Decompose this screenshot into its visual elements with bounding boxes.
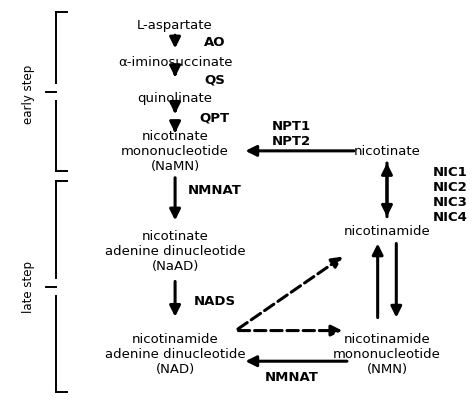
Text: quinolinate: quinolinate: [137, 92, 212, 105]
Text: QS: QS: [204, 74, 225, 87]
Text: nicotinamide
mononucleotide
(NMN): nicotinamide mononucleotide (NMN): [333, 332, 441, 375]
Text: late step: late step: [22, 260, 35, 312]
Text: nicotinamide
adenine dinucleotide
(NAD): nicotinamide adenine dinucleotide (NAD): [105, 332, 246, 375]
Text: nicotinate: nicotinate: [354, 145, 420, 158]
Text: NMNAT: NMNAT: [264, 370, 319, 383]
Text: early step: early step: [22, 65, 35, 124]
Text: AO: AO: [204, 36, 226, 49]
Text: NMNAT: NMNAT: [188, 184, 242, 197]
Text: NIC1
NIC2
NIC3
NIC4: NIC1 NIC2 NIC3 NIC4: [432, 165, 467, 223]
Text: α-iminosuccinate: α-iminosuccinate: [118, 55, 232, 68]
Text: QPT: QPT: [200, 111, 230, 124]
Text: nicotinamide: nicotinamide: [344, 224, 430, 237]
Text: nicotinate
adenine dinucleotide
(NaAD): nicotinate adenine dinucleotide (NaAD): [105, 230, 246, 273]
Text: NPT1
NPT2: NPT1 NPT2: [272, 120, 311, 148]
Text: NADS: NADS: [193, 294, 236, 308]
Text: nicotinate
mononucleotide
(NaMN): nicotinate mononucleotide (NaMN): [121, 130, 229, 173]
Text: L-aspartate: L-aspartate: [137, 19, 213, 32]
